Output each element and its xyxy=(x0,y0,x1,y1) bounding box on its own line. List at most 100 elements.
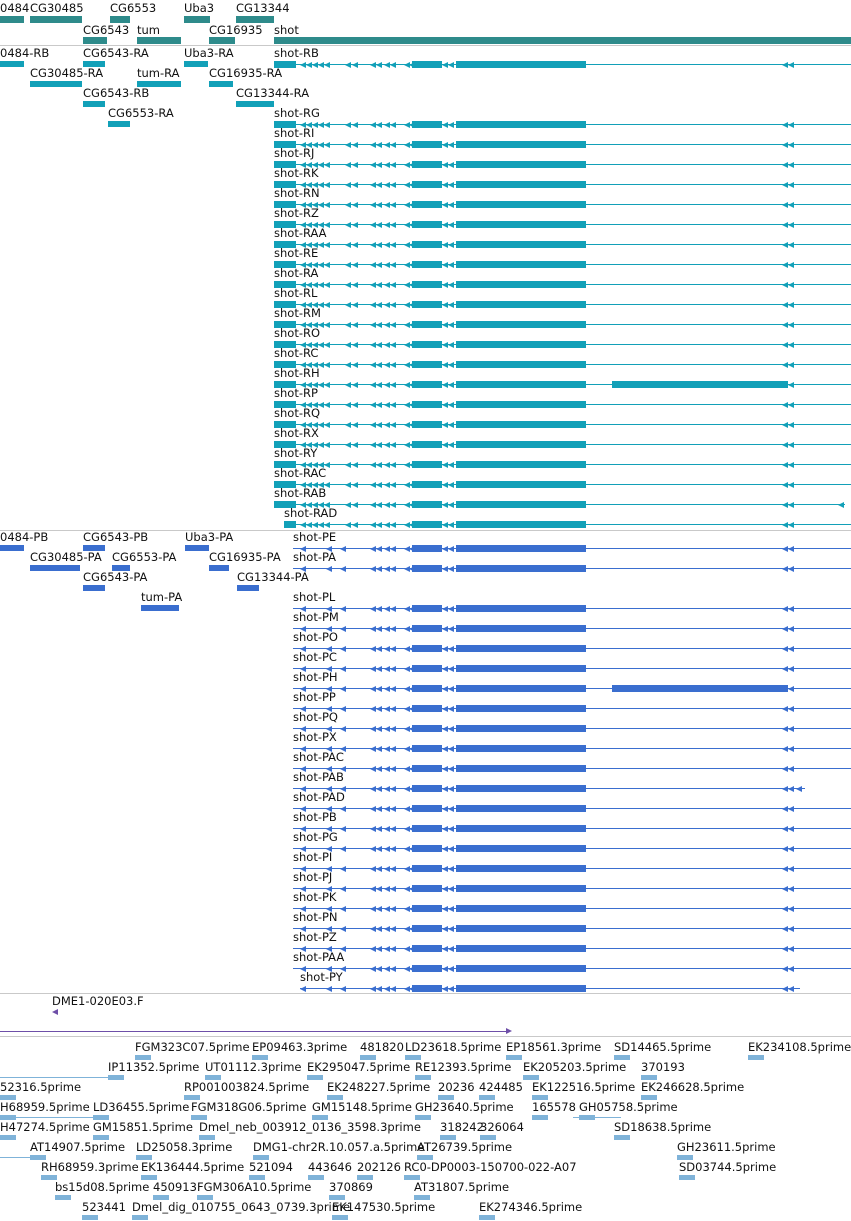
protein-label[interactable]: shot-PQ xyxy=(293,710,338,724)
gene-label[interactable]: tum xyxy=(137,23,160,37)
exon-arrow-icon[interactable] xyxy=(448,785,454,792)
exon-arrow-icon[interactable] xyxy=(788,665,794,672)
exon-arrow-icon[interactable] xyxy=(340,665,346,672)
protein-label[interactable]: shot-PX xyxy=(293,730,337,744)
exon-arrow-icon[interactable] xyxy=(352,341,358,348)
exon-arrow-icon[interactable] xyxy=(300,865,306,872)
exon-arrow-icon[interactable] xyxy=(782,221,788,228)
exon-arrow-icon[interactable] xyxy=(390,965,396,972)
exon-arrow-icon[interactable] xyxy=(390,685,396,692)
est-feature[interactable] xyxy=(641,1095,657,1100)
est-label[interactable]: FGM323C07.5prime xyxy=(135,1040,250,1054)
exon-arrow-icon[interactable] xyxy=(370,301,376,308)
exon-block[interactable] xyxy=(284,521,296,528)
exon-arrow-icon[interactable] xyxy=(376,421,382,428)
exon-arrow-icon[interactable] xyxy=(352,261,358,268)
exon-arrow-icon[interactable] xyxy=(448,221,454,228)
est-label[interactable]: 481820 xyxy=(360,1040,404,1054)
exon-arrow-icon[interactable] xyxy=(370,241,376,248)
exon-arrow-icon[interactable] xyxy=(384,885,390,892)
exon-arrow-icon[interactable] xyxy=(384,925,390,932)
est-feature[interactable] xyxy=(30,1155,46,1160)
exon-block[interactable] xyxy=(456,341,586,348)
est-label[interactable]: 370869 xyxy=(329,1180,373,1194)
exon-arrow-icon[interactable] xyxy=(448,321,454,328)
exon-arrow-icon[interactable] xyxy=(409,441,415,448)
exon-arrow-icon[interactable] xyxy=(376,925,382,932)
exon-arrow-icon[interactable] xyxy=(326,885,332,892)
exon-arrow-icon[interactable] xyxy=(782,565,788,572)
exon-arrow-icon[interactable] xyxy=(384,301,390,308)
exon-arrow-icon[interactable] xyxy=(390,885,396,892)
exon-arrow-icon[interactable] xyxy=(300,545,306,552)
exon-arrow-icon[interactable] xyxy=(384,141,390,148)
exon-arrow-icon[interactable] xyxy=(300,281,306,288)
exon-arrow-icon[interactable] xyxy=(788,261,794,268)
exon-arrow-icon[interactable] xyxy=(318,281,324,288)
exon-arrow-icon[interactable] xyxy=(390,845,396,852)
exon-arrow-icon[interactable] xyxy=(404,241,410,248)
est-label[interactable]: 326064 xyxy=(480,1120,524,1134)
exon-arrow-icon[interactable] xyxy=(326,725,332,732)
exon-block[interactable] xyxy=(412,905,442,912)
exon-arrow-icon[interactable] xyxy=(370,805,376,812)
exon-arrow-icon[interactable] xyxy=(788,441,794,448)
exon-arrow-icon[interactable] xyxy=(384,321,390,328)
exon-arrow-icon[interactable] xyxy=(442,725,448,732)
exon-arrow-icon[interactable] xyxy=(376,521,382,528)
exon-arrow-icon[interactable] xyxy=(300,825,306,832)
exon-block[interactable] xyxy=(412,201,442,208)
est-feature[interactable] xyxy=(614,1055,630,1060)
est-feature[interactable] xyxy=(404,1175,420,1180)
exon-arrow-icon[interactable] xyxy=(409,321,415,328)
exon-arrow-icon[interactable] xyxy=(376,905,382,912)
protein-label[interactable]: CG6543-PA xyxy=(83,570,148,584)
exon-arrow-icon[interactable] xyxy=(370,521,376,528)
exon-arrow-icon[interactable] xyxy=(352,241,358,248)
exon-arrow-icon[interactable] xyxy=(409,865,415,872)
exon-arrow-icon[interactable] xyxy=(345,61,351,68)
exon-block[interactable] xyxy=(412,885,442,892)
exon-arrow-icon[interactable] xyxy=(300,181,306,188)
exon-arrow-icon[interactable] xyxy=(404,421,410,428)
est-label[interactable]: LD36455.5prime xyxy=(93,1100,190,1114)
exon-block[interactable] xyxy=(412,925,442,932)
exon-arrow-icon[interactable] xyxy=(345,301,351,308)
est-label[interactable]: DMG1-chr2R.10.057.a.5prime xyxy=(253,1140,425,1154)
exon-arrow-icon[interactable] xyxy=(340,645,346,652)
exon-block[interactable] xyxy=(456,685,586,692)
exon-arrow-icon[interactable] xyxy=(345,521,351,528)
exon-arrow-icon[interactable] xyxy=(390,805,396,812)
exon-arrow-icon[interactable] xyxy=(345,221,351,228)
est-feature[interactable] xyxy=(82,1215,98,1220)
exon-arrow-icon[interactable] xyxy=(390,341,396,348)
exon-arrow-icon[interactable] xyxy=(324,301,330,308)
exon-arrow-icon[interactable] xyxy=(326,865,332,872)
exon-arrow-icon[interactable] xyxy=(326,925,332,932)
exon-arrow-icon[interactable] xyxy=(300,421,306,428)
exon-block[interactable] xyxy=(412,845,442,852)
exon-arrow-icon[interactable] xyxy=(318,221,324,228)
exon-block[interactable] xyxy=(456,441,586,448)
est-label[interactable]: EP18561.3prime xyxy=(506,1040,602,1054)
exon-arrow-icon[interactable] xyxy=(390,945,396,952)
exon-block[interactable] xyxy=(412,341,442,348)
exon-arrow-icon[interactable] xyxy=(390,481,396,488)
exon-arrow-icon[interactable] xyxy=(300,685,306,692)
exon-arrow-icon[interactable] xyxy=(788,381,794,388)
est-label[interactable]: UT01112.3prime xyxy=(205,1060,302,1074)
exon-arrow-icon[interactable] xyxy=(352,61,358,68)
exon-arrow-icon[interactable] xyxy=(370,281,376,288)
exon-arrow-icon[interactable] xyxy=(384,625,390,632)
gene-label[interactable]: Uba3 xyxy=(184,1,215,15)
protein-label[interactable]: shot-PAD xyxy=(293,790,345,804)
exon-arrow-icon[interactable] xyxy=(442,825,448,832)
exon-block[interactable] xyxy=(456,321,586,328)
exon-arrow-icon[interactable] xyxy=(404,965,410,972)
exon-arrow-icon[interactable] xyxy=(390,361,396,368)
exon-arrow-icon[interactable] xyxy=(376,885,382,892)
exon-arrow-icon[interactable] xyxy=(352,221,358,228)
exon-block[interactable] xyxy=(412,141,442,148)
exon-arrow-icon[interactable] xyxy=(312,61,318,68)
exon-arrow-icon[interactable] xyxy=(376,241,382,248)
